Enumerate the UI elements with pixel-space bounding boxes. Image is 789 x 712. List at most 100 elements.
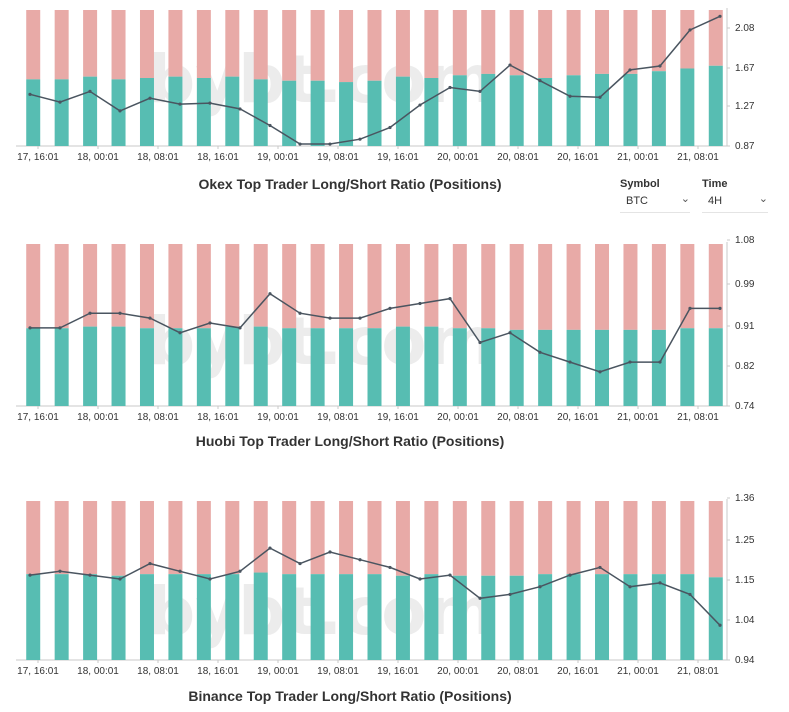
x-tick-label: 19, 08:01 bbox=[317, 412, 359, 423]
short-bar bbox=[452, 10, 467, 76]
short-bar bbox=[367, 244, 382, 329]
ratio-point bbox=[568, 94, 572, 98]
short-bar bbox=[168, 501, 183, 575]
x-tick-label: 18, 08:01 bbox=[137, 666, 179, 677]
ratio-point bbox=[88, 311, 92, 315]
ratio-point bbox=[88, 573, 92, 577]
short-bar bbox=[54, 244, 69, 329]
x-tick-label: 21, 08:01 bbox=[677, 666, 719, 677]
ratio-point bbox=[658, 360, 662, 364]
ratio-point bbox=[58, 326, 62, 330]
x-tick-label: 18, 08:01 bbox=[137, 152, 179, 163]
short-bar bbox=[310, 244, 325, 329]
short-bar bbox=[538, 244, 553, 330]
long-bar bbox=[139, 78, 154, 146]
short-bar bbox=[651, 244, 666, 330]
y-tick-label: 1.27 bbox=[735, 101, 755, 112]
short-bar bbox=[481, 10, 496, 74]
short-bar bbox=[595, 501, 610, 575]
x-tick-label: 18, 00:01 bbox=[77, 666, 119, 677]
long-bar bbox=[54, 574, 69, 660]
ratio-point bbox=[28, 573, 32, 577]
symbol-select[interactable]: BTC ⌄ bbox=[620, 192, 690, 213]
long-bar bbox=[566, 329, 581, 406]
y-tick-label: 1.08 bbox=[735, 235, 755, 246]
y-tick-label: 0.91 bbox=[735, 321, 755, 332]
long-bar bbox=[509, 575, 524, 660]
ratio-point bbox=[88, 89, 92, 93]
x-tick-label: 21, 00:01 bbox=[617, 152, 659, 163]
x-tick-label: 21, 00:01 bbox=[617, 666, 659, 677]
short-bar bbox=[168, 244, 183, 329]
long-bar bbox=[310, 328, 325, 406]
short-bar bbox=[225, 10, 240, 77]
long-bar bbox=[168, 574, 183, 660]
x-tick-label: 17, 16:01 bbox=[17, 412, 59, 423]
ratio-point bbox=[718, 623, 722, 627]
short-bar bbox=[168, 10, 183, 77]
ratio-point bbox=[358, 137, 362, 141]
ratio-line bbox=[30, 292, 720, 373]
ratio-point bbox=[298, 311, 302, 315]
short-bar bbox=[83, 501, 98, 575]
short-bar bbox=[509, 10, 524, 76]
short-bar bbox=[253, 10, 268, 80]
short-bar bbox=[623, 501, 638, 575]
ratio-point bbox=[328, 550, 332, 554]
long-bar bbox=[253, 326, 268, 406]
ratio-point bbox=[418, 577, 422, 581]
x-tick-label: 19, 08:01 bbox=[317, 152, 359, 163]
ratio-point bbox=[148, 316, 152, 320]
short-bar bbox=[54, 10, 69, 80]
short-bar bbox=[424, 244, 439, 327]
short-bar bbox=[452, 501, 467, 576]
short-bar bbox=[566, 244, 581, 330]
long-bar bbox=[623, 73, 638, 146]
y-tick-label: 1.67 bbox=[735, 63, 755, 74]
short-bar bbox=[139, 10, 154, 78]
y-tick-label: 1.25 bbox=[735, 535, 755, 546]
ratio-point bbox=[388, 125, 392, 130]
short-bar bbox=[651, 501, 666, 575]
short-bar bbox=[395, 10, 410, 77]
long-bar bbox=[253, 79, 268, 146]
ratio-point bbox=[328, 142, 332, 146]
long-bar bbox=[253, 572, 268, 660]
short-bar bbox=[708, 501, 723, 578]
ratio-point bbox=[268, 123, 272, 128]
long-bar bbox=[623, 574, 638, 660]
ratio-point bbox=[148, 96, 152, 100]
short-bar bbox=[595, 10, 610, 74]
short-bar bbox=[708, 10, 723, 66]
long-bar bbox=[225, 574, 240, 660]
short-bar bbox=[481, 501, 496, 576]
ratio-point bbox=[538, 79, 542, 83]
long-bar bbox=[83, 574, 98, 660]
short-bar bbox=[282, 244, 297, 329]
long-bar bbox=[623, 329, 638, 406]
long-bar bbox=[595, 73, 610, 146]
short-bar bbox=[424, 10, 439, 78]
ratio-point bbox=[118, 311, 122, 315]
long-bar bbox=[367, 328, 382, 406]
x-tick-label: 21, 08:01 bbox=[677, 412, 719, 423]
y-tick-label: 1.04 bbox=[735, 615, 755, 626]
y-tick-label: 1.15 bbox=[735, 575, 755, 586]
ratio-point bbox=[238, 326, 242, 330]
ratio-point bbox=[238, 107, 242, 111]
ratio-point bbox=[508, 63, 512, 67]
y-tick-label: 1.36 bbox=[735, 493, 755, 504]
long-bar bbox=[282, 80, 297, 146]
short-bar bbox=[225, 501, 240, 575]
x-tick-label: 20, 08:01 bbox=[497, 412, 539, 423]
long-bar bbox=[111, 79, 126, 146]
long-bar bbox=[310, 80, 325, 146]
short-bar bbox=[282, 10, 297, 81]
long-bar bbox=[367, 80, 382, 146]
short-bar bbox=[367, 501, 382, 575]
long-bar bbox=[139, 574, 154, 660]
ratio-point bbox=[598, 95, 602, 99]
short-bar bbox=[26, 244, 41, 329]
time-select[interactable]: 4H ⌄ bbox=[702, 192, 768, 213]
